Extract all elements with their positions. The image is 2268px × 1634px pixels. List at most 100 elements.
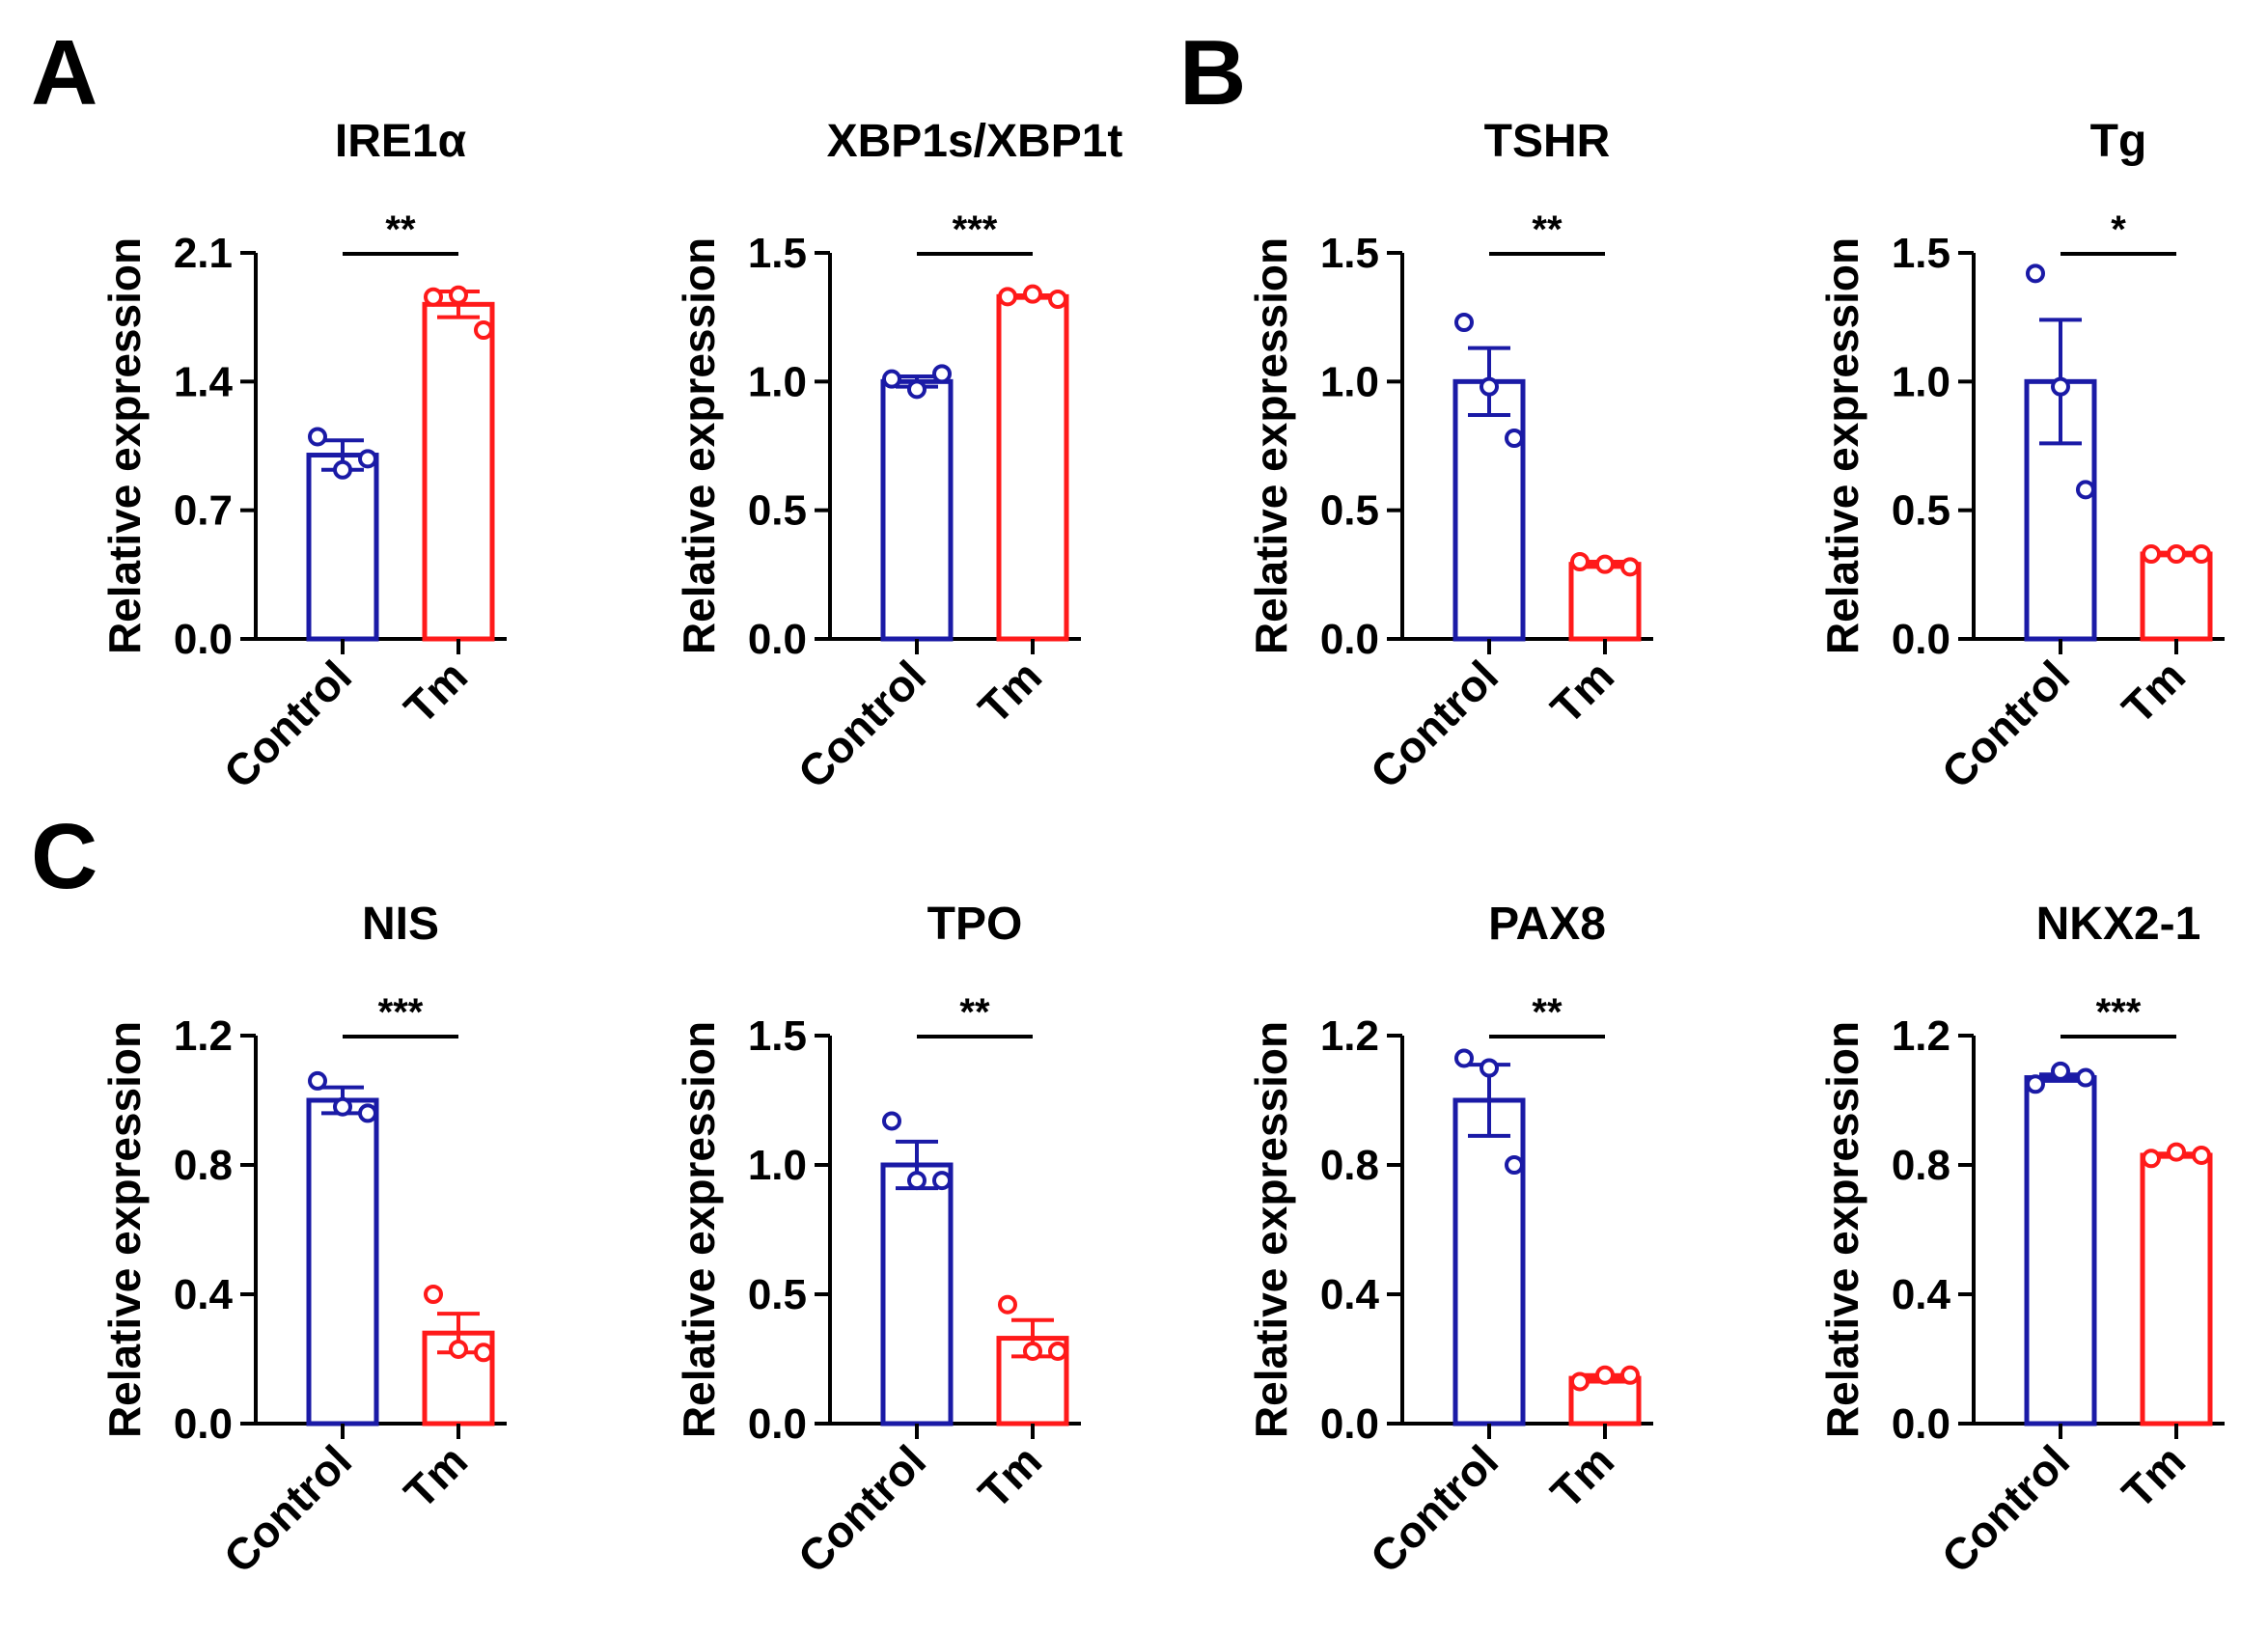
- data-point-control: [932, 364, 952, 384]
- y-tick-label: 1.2: [1320, 1012, 1379, 1060]
- y-tick-label: 0.8: [174, 1142, 233, 1189]
- chart-1: XBP1s/XBP1t Relative expression 0.0 0.5 1.0 1…: [674, 116, 1122, 798]
- data-point-control: [308, 427, 327, 447]
- data-point-control: [2026, 263, 2045, 284]
- y-tick-label: 0.0: [748, 616, 807, 663]
- significance-label: ***: [953, 208, 998, 251]
- data-point-control: [2051, 376, 2070, 397]
- data-point-tm: [2192, 544, 2211, 564]
- chart-title: IRE1α: [335, 116, 467, 167]
- y-tick-label: 0.4: [1320, 1271, 1380, 1318]
- y-axis-label: Relative expression: [1817, 1021, 1867, 1438]
- y-tick-label: 0.5: [1892, 487, 1950, 535]
- chart-5: TPO Relative expression 0.0 0.5 1.0 1.5 Contro…: [674, 899, 1081, 1583]
- bar-control: [1452, 1097, 1526, 1426]
- data-point-control: [907, 379, 927, 400]
- y-axis-label: Relative expression: [674, 1021, 724, 1438]
- data-point-tm: [424, 287, 443, 307]
- y-tick-label: 1.2: [1892, 1012, 1950, 1060]
- y-axis-label: Relative expression: [99, 237, 150, 654]
- data-point-tm: [1620, 557, 1640, 577]
- significance-label: **: [1532, 991, 1563, 1034]
- data-point-tm: [2192, 1145, 2211, 1165]
- bar-tm: [2140, 1152, 2213, 1426]
- chart-6: PAX8 Relative expression 0.0 0.4 0.8 1.2 Contr…: [1246, 899, 1653, 1583]
- bar-control: [1452, 378, 1526, 642]
- y-axis-label: Relative expression: [99, 1021, 150, 1438]
- x-tick-label-control: Control: [214, 1435, 361, 1582]
- y-axis-label: Relative expression: [674, 237, 724, 654]
- chart-title: NIS: [362, 899, 439, 950]
- panel-label-a: A: [31, 21, 97, 125]
- chart-0: IRE1α Relative expression 0.0 0.7 1.4 2.1 Cont…: [99, 116, 507, 798]
- y-tick-label: 1.5: [1892, 230, 1950, 277]
- data-point-tm: [2167, 544, 2186, 564]
- chart-title: PAX8: [1488, 899, 1606, 950]
- data-point-control: [1480, 1058, 1499, 1078]
- data-point-tm: [1620, 1365, 1640, 1385]
- data-point-tm: [424, 1285, 443, 1304]
- data-point-control: [1454, 1048, 1474, 1068]
- data-point-control: [358, 449, 377, 469]
- y-tick-label: 0.0: [1892, 1400, 1950, 1448]
- y-tick-label: 0.5: [1320, 487, 1379, 535]
- data-point-tm: [474, 1343, 493, 1363]
- data-point-control: [907, 1171, 927, 1191]
- data-point-tm: [1023, 1341, 1042, 1361]
- bar-control: [2024, 1075, 2097, 1426]
- y-tick-label: 1.0: [1320, 358, 1379, 405]
- significance-label: ***: [2096, 991, 2142, 1034]
- y-tick-label: 0.0: [1320, 616, 1379, 663]
- y-tick-label: 0.0: [174, 616, 233, 663]
- data-point-control: [932, 1171, 952, 1191]
- y-tick-label: 0.4: [1892, 1271, 1951, 1318]
- data-point-tm: [474, 320, 493, 340]
- y-tick-label: 0.0: [748, 1400, 807, 1448]
- charts-container: IRE1α Relative expression 0.0 0.7 1.4 2.1 Cont…: [99, 116, 2225, 1583]
- chart-title: XBP1s/XBP1t: [827, 116, 1123, 167]
- bar-tm: [996, 293, 1069, 642]
- data-point-tm: [1595, 554, 1615, 574]
- y-axis-label: Relative expression: [1817, 237, 1867, 654]
- panel-label-b: B: [1179, 21, 1246, 125]
- x-tick-label-tm: Tm: [2113, 1435, 2196, 1518]
- x-tick-label-control: Control: [1361, 1435, 1507, 1582]
- x-tick-label-control: Control: [1932, 651, 2079, 797]
- chart-title: Tg: [2090, 116, 2147, 167]
- panel-label-c: C: [31, 805, 97, 908]
- data-point-control: [882, 1111, 901, 1131]
- chart-title: TPO: [927, 899, 1023, 950]
- chart-2: TSHR Relative expression 0.0 0.5 1.0 1.5 Contr…: [1246, 116, 1653, 798]
- x-tick-label-tm: Tm: [969, 1435, 1052, 1518]
- significance-label: ***: [378, 991, 424, 1034]
- x-tick-label-tm: Tm: [2113, 651, 2196, 734]
- x-tick-label-tm: Tm: [1541, 1435, 1624, 1518]
- y-tick-label: 1.5: [1320, 230, 1379, 277]
- y-tick-label: 1.0: [748, 1142, 807, 1189]
- data-point-tm: [2142, 544, 2161, 564]
- y-tick-label: 1.0: [748, 358, 807, 405]
- x-tick-label-control: Control: [788, 651, 935, 797]
- y-tick-label: 0.7: [174, 487, 233, 535]
- data-point-control: [882, 369, 901, 389]
- y-tick-label: 0.0: [1892, 616, 1950, 663]
- x-tick-label-tm: Tm: [395, 651, 478, 734]
- x-tick-label-tm: Tm: [395, 1435, 478, 1518]
- x-tick-label-control: Control: [1932, 1435, 2079, 1582]
- data-point-tm: [1595, 1365, 1615, 1385]
- y-tick-label: 0.5: [748, 1271, 807, 1318]
- y-axis-label: Relative expression: [1246, 237, 1296, 654]
- data-point-tm: [1048, 1341, 1067, 1361]
- x-tick-label-tm: Tm: [969, 651, 1052, 734]
- y-tick-label: 1.5: [748, 1012, 807, 1060]
- data-point-tm: [1048, 290, 1067, 309]
- bar-control: [306, 1097, 379, 1426]
- data-point-control: [333, 1096, 352, 1117]
- significance-label: *: [2111, 208, 2126, 251]
- chart-title: TSHR: [1484, 116, 1611, 167]
- y-tick-label: 1.2: [174, 1012, 233, 1060]
- significance-label: **: [385, 208, 416, 251]
- bar-control: [880, 378, 954, 642]
- data-point-control: [2076, 1067, 2095, 1088]
